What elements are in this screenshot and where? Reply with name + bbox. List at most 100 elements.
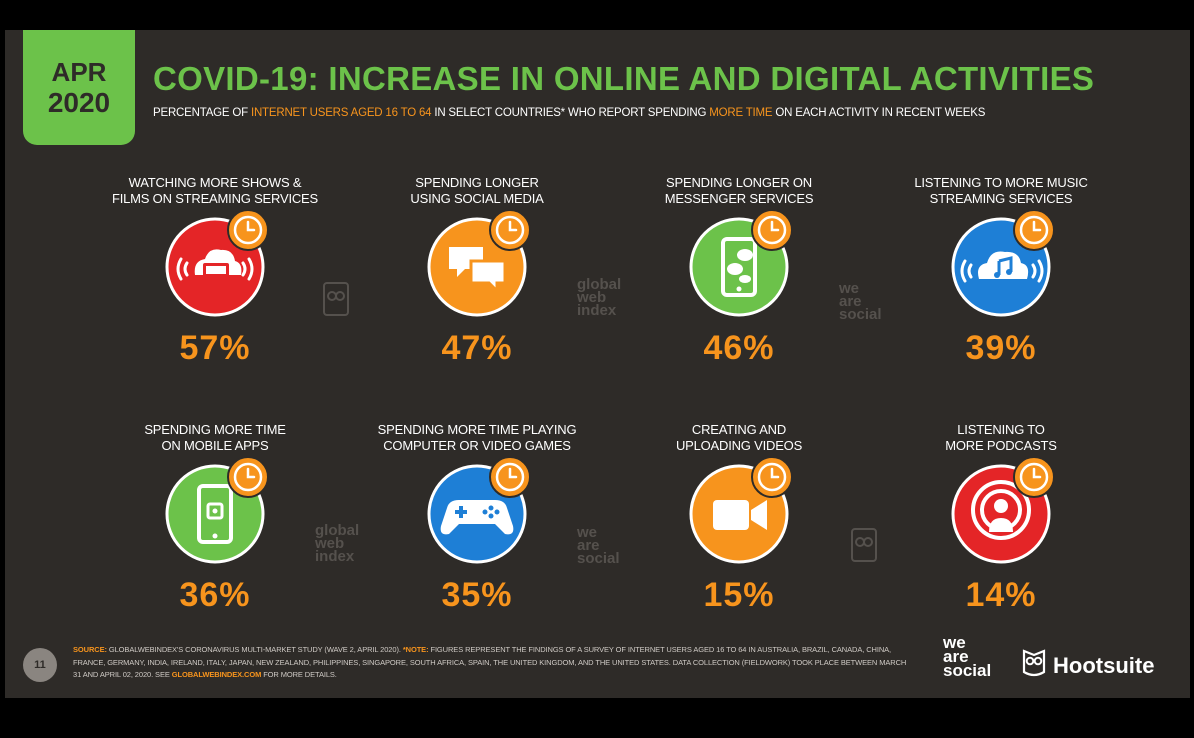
activity-value: 15%	[703, 576, 775, 614]
clock-icon	[1013, 209, 1055, 251]
subtitle-part: IN SELECT COUNTRIES* WHO REPORT SPENDING	[431, 107, 710, 119]
slide: APR 2020 COVID-19: INCREASE IN ONLINE AN…	[5, 30, 1190, 698]
badge-year: 2020	[47, 86, 111, 118]
activity-label-line: STREAMING SERVICES	[929, 191, 1073, 206]
activity-card: WATCHING MORE SHOWS & FILMS ON STREAMING …	[100, 173, 330, 368]
gwi-watermark: global web index	[577, 276, 622, 319]
activity-card: LISTENING TO MORE PODCASTS 14%	[886, 420, 1116, 615]
activity-label-line: MORE PODCASTS	[945, 438, 1057, 453]
activity-icon-group	[165, 456, 269, 564]
activity-label-line: FILMS ON STREAMING SERVICES	[111, 191, 318, 206]
activity-value: 39%	[965, 329, 1037, 367]
badge-month: APR	[51, 56, 107, 87]
page-title: COVID-19: INCREASE IN ONLINE AND DIGITAL…	[153, 60, 1095, 97]
source-tail: FOR MORE DETAILS.	[261, 670, 337, 679]
gwi-owl-watermark	[323, 282, 349, 318]
watermark-line: index	[577, 302, 617, 319]
was-watermark: we are social	[839, 280, 882, 323]
logo-line: we	[943, 633, 966, 652]
activity-label: CREATING AND UPLOADING VIDEOS	[624, 420, 854, 454]
clock-icon	[751, 209, 793, 251]
date-badge: APR 2020	[23, 30, 135, 145]
watermark-line: global	[315, 522, 360, 539]
subtitle-highlight: INTERNET USERS AGED 16 TO 64	[250, 107, 432, 119]
source-text: GLOBALWEBINDEX'S CORONAVIRUS MULTI-MARKE…	[106, 645, 403, 654]
watermark-line: social	[839, 306, 882, 323]
activity-label-line: UPLOADING VIDEOS	[675, 438, 803, 453]
activity-icon-group	[165, 209, 269, 317]
activity-icon-group	[951, 209, 1055, 317]
activity-card: CREATING AND UPLOADING VIDEOS 15%	[624, 420, 854, 615]
activity-label: LISTENING TO MORE PODCASTS	[886, 420, 1116, 454]
was-watermark: we are social	[577, 524, 620, 567]
clock-icon	[227, 456, 269, 498]
clock-icon	[489, 209, 531, 251]
watermark-line: we	[839, 280, 860, 297]
activity-label-line: LISTENING TO	[957, 422, 1045, 437]
activity-card: SPENDING MORE TIME PLAYING COMPUTER OR VI…	[362, 420, 592, 615]
activity-value: 57%	[179, 329, 251, 367]
activity-card: SPENDING LONGER ON MESSENGER SERVICES 46%	[624, 173, 854, 368]
activity-label-line: WATCHING MORE SHOWS &	[128, 175, 302, 190]
activity-card: SPENDING MORE TIME ON MOBILE APPS 36%	[100, 420, 330, 615]
watermark-line: web	[577, 289, 607, 306]
clock-icon	[1013, 456, 1055, 498]
watermark-line: social	[577, 550, 620, 567]
activity-label-line: COMPUTER OR VIDEO GAMES	[383, 438, 571, 453]
activity-icon-group	[689, 209, 793, 317]
logo-line: social	[943, 661, 992, 680]
activity-card: LISTENING TO MORE MUSIC STREAMING SERVICE…	[886, 173, 1116, 368]
activity-icon-group	[689, 456, 793, 564]
hootsuite-wordmark: Hootsuite	[1053, 653, 1155, 678]
source-note: SOURCE: GLOBALWEBINDEX'S CORONAVIRUS MUL…	[73, 644, 913, 682]
activity-card: SPENDING LONGER USING SOCIAL MEDIA 47%	[362, 173, 592, 368]
watermark-line: are	[577, 537, 600, 554]
watermark-line: index	[315, 548, 355, 565]
clock-icon	[227, 209, 269, 251]
activity-label: LISTENING TO MORE MUSIC STREAMING SERVICE…	[886, 173, 1116, 207]
activity-label-line: SPENDING LONGER	[415, 175, 539, 190]
clock-icon	[751, 456, 793, 498]
activity-label-line: USING SOCIAL MEDIA	[410, 191, 544, 206]
source-label: SOURCE:	[73, 645, 107, 654]
page-subtitle: PERCENTAGE OF INTERNET USERS AGED 16 TO …	[153, 107, 985, 119]
activity-value: 47%	[441, 329, 513, 367]
hootsuite-logo: Hootsuite	[1021, 648, 1154, 684]
watermark-line: we	[577, 524, 598, 541]
activity-value: 14%	[965, 576, 1037, 614]
logo-line: are	[943, 647, 969, 666]
subtitle-highlight: MORE TIME	[709, 107, 773, 119]
clock-icon	[489, 456, 531, 498]
watermark-line: web	[315, 535, 345, 552]
activity-label: SPENDING LONGER USING SOCIAL MEDIA	[362, 173, 592, 207]
activity-label-line: SPENDING MORE TIME PLAYING	[377, 422, 577, 437]
activity-label-line: SPENDING LONGER ON	[666, 175, 812, 190]
watermark-line: are	[839, 293, 862, 310]
activity-value: 36%	[179, 576, 251, 614]
subtitle-part: ON EACH ACTIVITY IN RECENT WEEKS	[772, 107, 986, 119]
activity-label: SPENDING MORE TIME ON MOBILE APPS	[100, 420, 330, 454]
source-link[interactable]: GLOBALWEBINDEX.COM	[171, 670, 262, 679]
note-text: FIGURES REPRESENT THE FINDINGS OF A SURV…	[73, 645, 907, 679]
activity-label: SPENDING LONGER ON MESSENGER SERVICES	[624, 173, 854, 207]
activity-label: WATCHING MORE SHOWS & FILMS ON STREAMING …	[100, 173, 330, 207]
note-label: *NOTE:	[402, 645, 429, 654]
activity-icon-group	[427, 456, 531, 564]
we-are-social-logo: we are social	[943, 633, 992, 680]
page-number: 11	[23, 648, 57, 682]
activity-value: 46%	[703, 329, 775, 367]
watermark-line: global	[577, 276, 622, 293]
activity-icon-group	[951, 456, 1055, 564]
owl-icon	[1021, 648, 1047, 684]
activity-label-line: ON MOBILE APPS	[161, 438, 269, 453]
activity-icon-group	[427, 209, 531, 317]
activity-label-line: MESSENGER SERVICES	[664, 191, 814, 206]
activity-label-line: SPENDING MORE TIME	[144, 422, 286, 437]
activity-label-line: CREATING AND	[691, 422, 787, 437]
activity-value: 35%	[441, 576, 513, 614]
gwi-watermark: global web index	[315, 522, 360, 565]
subtitle-part: PERCENTAGE OF	[153, 107, 251, 119]
activity-label-line: LISTENING TO MORE MUSIC	[914, 175, 1088, 190]
gwi-owl-watermark	[851, 528, 877, 564]
activity-label: SPENDING MORE TIME PLAYING COMPUTER OR VI…	[362, 420, 592, 454]
